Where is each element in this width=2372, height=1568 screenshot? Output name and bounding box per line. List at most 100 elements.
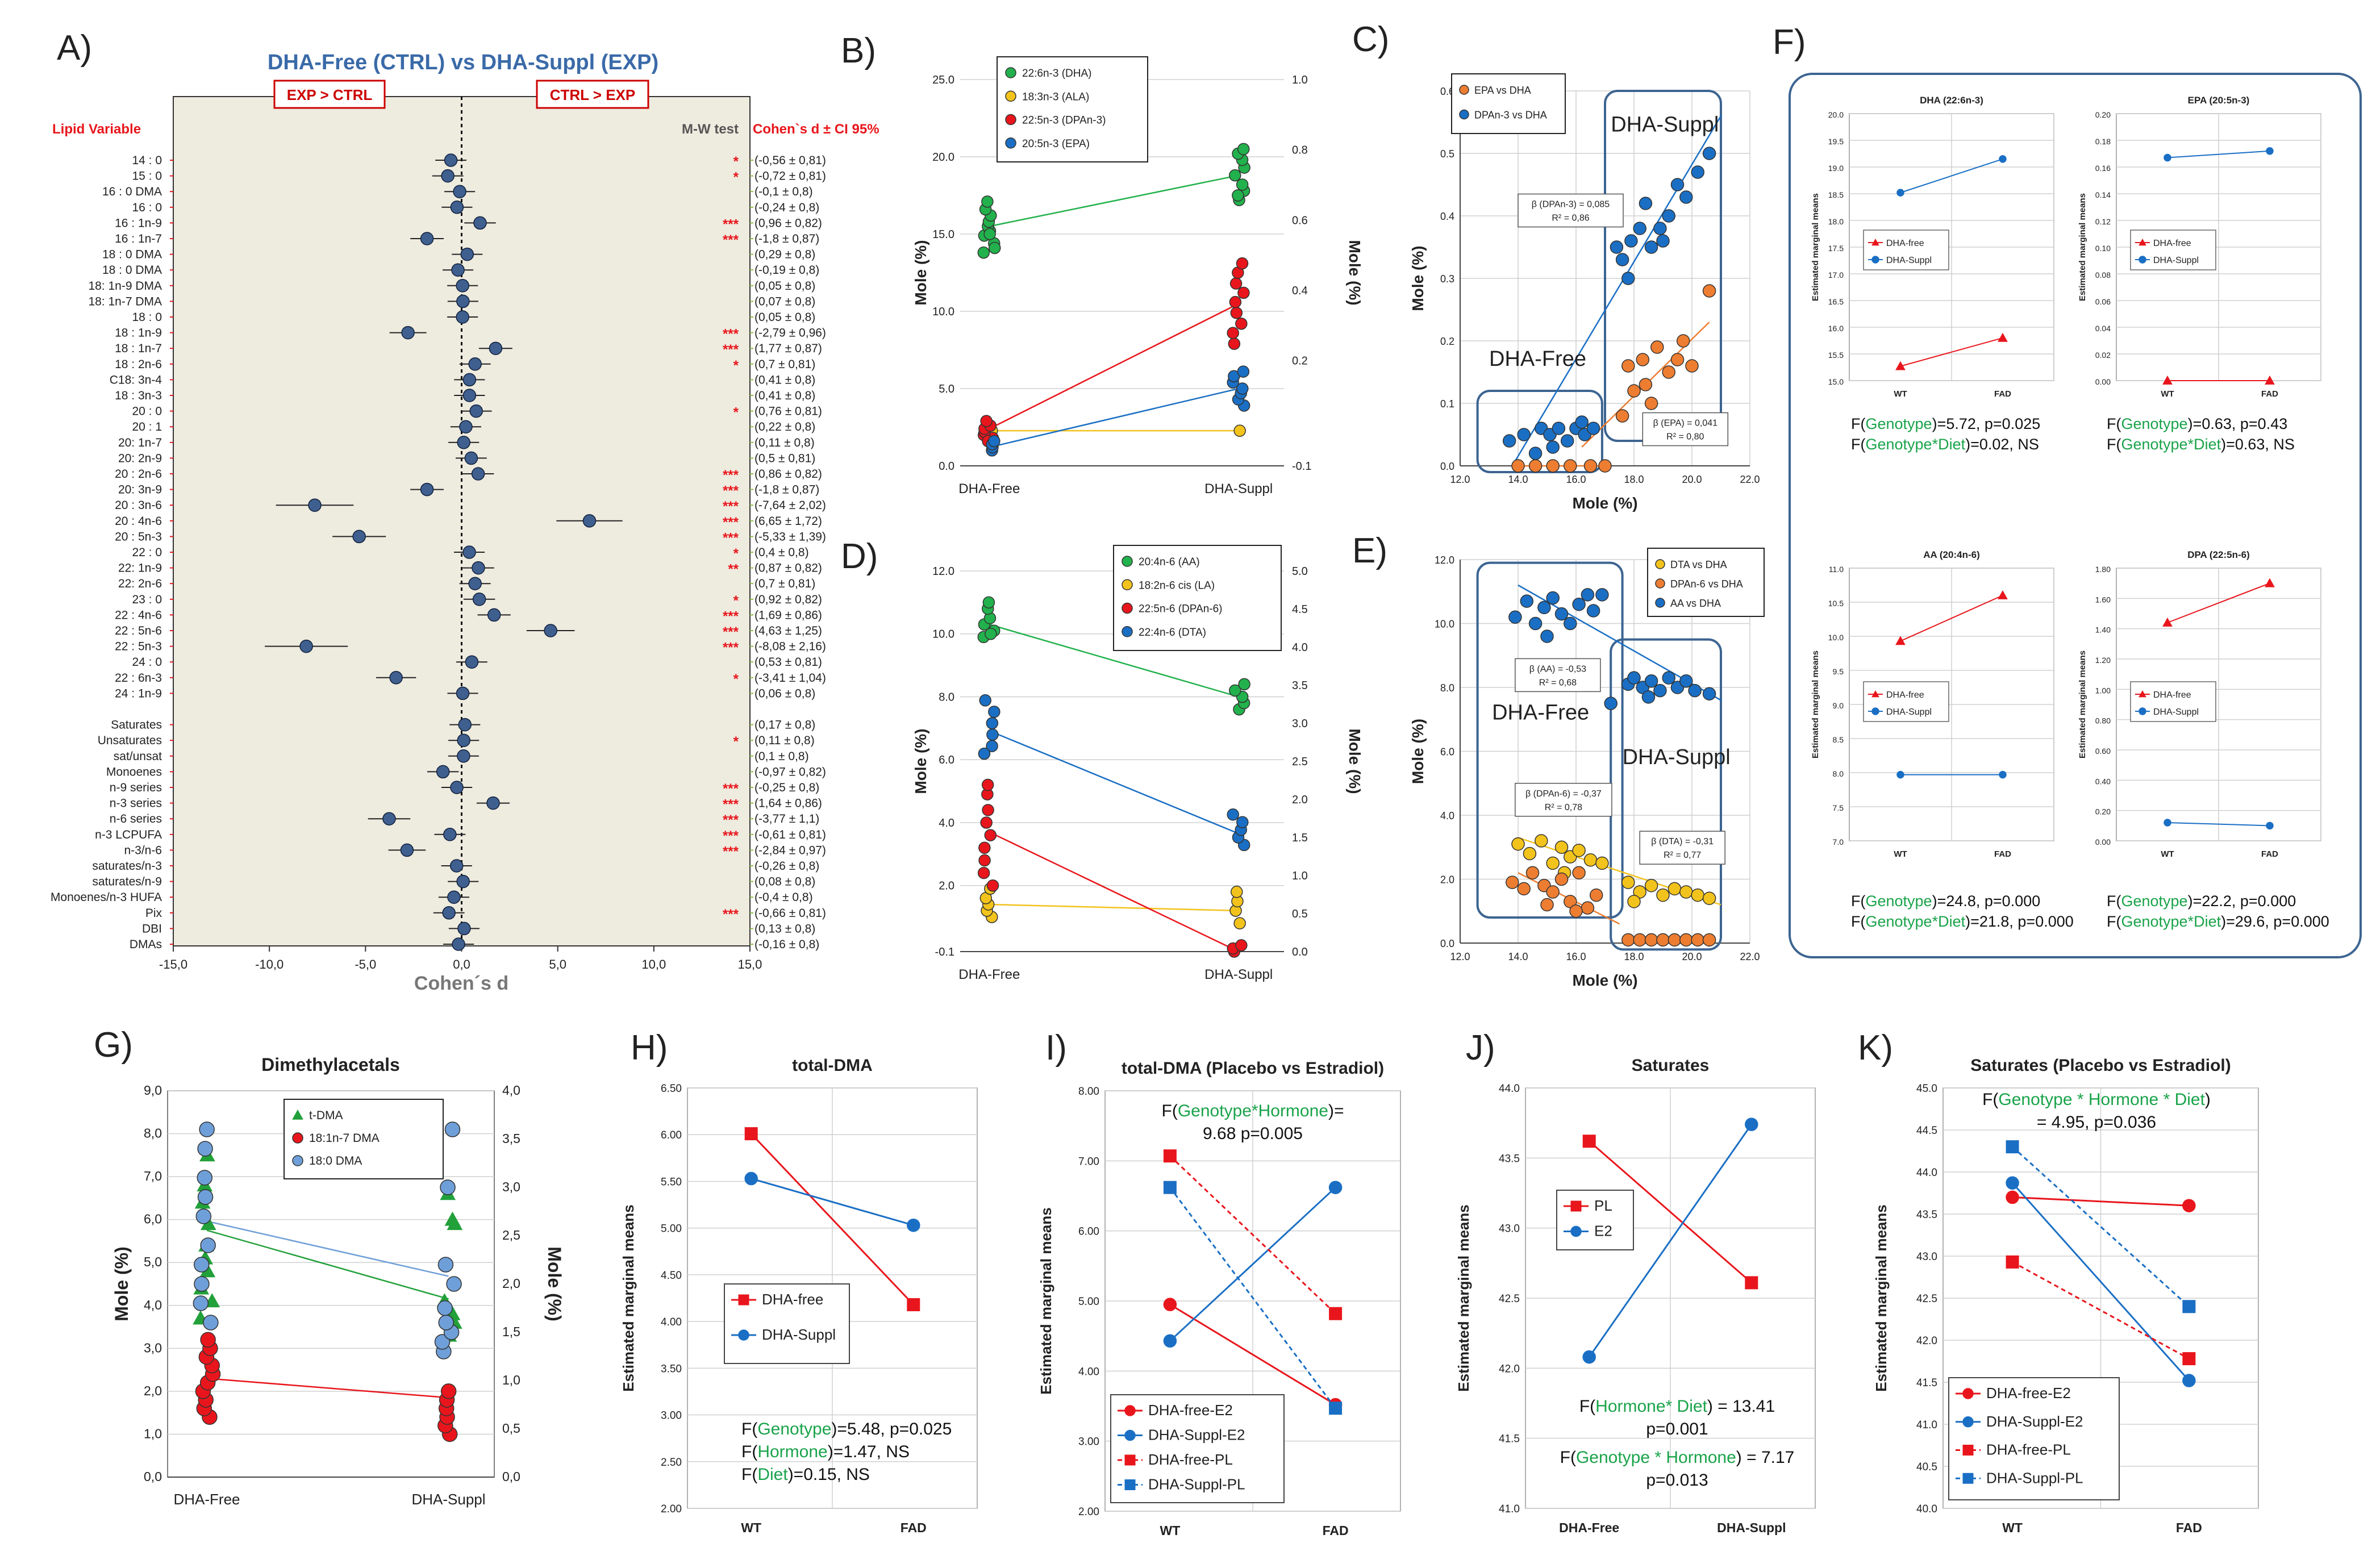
- category-label: DHA-Suppl: [1204, 481, 1273, 497]
- y-axis-tick-label: 5.00: [661, 1223, 682, 1235]
- data-point-20:4n-6 (AA): [1238, 678, 1250, 691]
- data-point-DHA-Suppl: [1999, 770, 2007, 779]
- subplot-title: AA (20:4n-6): [1923, 549, 1980, 560]
- legend-marker: [1962, 1388, 1974, 1399]
- secondary-y-tick-label: 4,0: [502, 1083, 520, 1098]
- data-point-18:1n-7 DMA: [440, 1383, 457, 1399]
- secondary-y-tick-label: 1.0: [1292, 74, 1308, 86]
- header-right-box: [536, 80, 649, 109]
- panel-letter-J: J): [1466, 1028, 1495, 1067]
- secondary-y-axis-label: Mole (%): [1346, 728, 1364, 794]
- subplot-y-tick-label: 16.0: [1828, 324, 1844, 333]
- y-axis-tick-label: -0.1: [935, 946, 954, 958]
- data-point-DTA: [1644, 879, 1658, 893]
- anova-stat-1-part: Genotype: [2121, 415, 2187, 432]
- y-axis-tick-label: 3.50: [661, 1363, 682, 1375]
- effect-point: [420, 232, 434, 245]
- data-point-DPAn-6: [1506, 875, 1519, 889]
- data-point-EPA: [1621, 359, 1635, 373]
- data-point-DHA-Suppl-E2: [2006, 1176, 2019, 1190]
- legend-marker: [2138, 707, 2146, 715]
- data-point-AA: [1537, 600, 1551, 615]
- anova-stat-2-part: )=21.8, p=0.000: [1965, 913, 2074, 930]
- anova-stat-part: F(: [741, 1465, 757, 1484]
- variable-label: 24 : 1n-9: [115, 687, 162, 700]
- data-point-DTA: [1546, 856, 1560, 870]
- y-axis-tick-label: 41.5: [1916, 1377, 1937, 1389]
- y-axis-tick-label: 3.00: [661, 1410, 682, 1422]
- variable-label: 14 : 0: [132, 154, 162, 167]
- effect-point: [352, 529, 366, 544]
- data-point-DPAn-6: [1572, 866, 1586, 879]
- legend-marker: [292, 1155, 303, 1166]
- y-axis-tick-label: 3,0: [144, 1340, 162, 1355]
- data-point-DPA: [1615, 253, 1629, 266]
- y-axis-tick-label: 2,0: [144, 1383, 162, 1398]
- data-point-22:5n-6 (DPAn-6): [978, 854, 991, 867]
- group-outline: [1476, 561, 1624, 919]
- secondary-y-axis-label: Mole (%): [1346, 240, 1364, 305]
- legend-label: 18:3n-3 (ALA): [1022, 91, 1089, 103]
- legend-box: [1110, 1394, 1285, 1503]
- chart-title: Dimethylacetals: [261, 1054, 400, 1075]
- data-point-DPA: [1633, 222, 1646, 235]
- data-point-AA: [1554, 607, 1569, 621]
- data-point-18:0 DMA: [195, 1208, 212, 1224]
- effect-point: [472, 593, 486, 606]
- cohens-d-value: (0,13 ± 0,8): [754, 922, 815, 935]
- legend-marker: [1122, 626, 1133, 637]
- effect-point: [450, 201, 464, 214]
- y-axis-tick-label: 40.0: [1916, 1503, 1937, 1515]
- data-point-E2: [1745, 1117, 1758, 1131]
- effect-point: [487, 608, 501, 622]
- data-point-DHA-free: [2265, 375, 2275, 385]
- y-axis-tick-label: 43.0: [1916, 1251, 1937, 1263]
- panel-letter-G: G): [94, 1025, 133, 1065]
- variable-label: 20: 1n-7: [118, 436, 162, 449]
- data-point-AA: [1508, 610, 1522, 624]
- anova-stat-1-part: )=5.72, p=0.025: [1932, 415, 2041, 432]
- data-point-EPA: [1564, 459, 1577, 473]
- data-point-DHA-Suppl: [744, 1171, 758, 1186]
- cohens-d-value: (0,41 ± 0,8): [754, 389, 815, 402]
- anova-stat-part: Genotype*Hormone: [1178, 1102, 1328, 1120]
- legend-marker: [2138, 256, 2146, 264]
- data-point-PL: [1745, 1276, 1758, 1290]
- y-axis-label: Estimated marginal means: [1037, 1207, 1054, 1394]
- x-tick-label: -5,0: [355, 957, 376, 971]
- mw-significance: *: [733, 405, 739, 420]
- effect-point: [468, 357, 482, 371]
- subplot-y-tick-label: 19.0: [1828, 164, 1844, 173]
- y-axis-tick-label: 42.0: [1916, 1335, 1937, 1347]
- cohens-d-value: (-0,26 ± 0,8): [754, 860, 819, 873]
- effect-point: [420, 482, 434, 497]
- cohens-d-value: (0,53 ± 0,81): [754, 656, 822, 669]
- cohens-d-value: (-0,56 ± 0,81): [754, 154, 826, 167]
- data-point-18:0 DMA: [194, 1276, 210, 1292]
- mw-significance: *: [733, 546, 739, 561]
- y-axis-tick-label: 8.00: [1078, 1086, 1099, 1098]
- cohens-d-value: (0,22 ± 0,8): [754, 420, 815, 433]
- secondary-y-tick-label: 1.0: [1292, 870, 1308, 882]
- data-point-AA: [1662, 671, 1675, 685]
- category-label: WT: [2002, 1520, 2023, 1535]
- series-line: [1169, 1155, 1336, 1315]
- y-axis-tick-label: 42.5: [1499, 1293, 1520, 1305]
- effect-point: [456, 686, 470, 700]
- legend-label: DHA-free-PL: [1148, 1451, 1233, 1468]
- y-axis-tick-label: 25.0: [932, 74, 954, 86]
- variable-label: 16 : 1n-9: [115, 216, 162, 230]
- data-point-18:0 DMA: [437, 1257, 454, 1273]
- legend-marker: [2138, 238, 2146, 246]
- cohens-d-value: (0,7 ± 0,81): [754, 577, 815, 590]
- data-point-22:6n-3 (DHA): [983, 228, 996, 240]
- mw-significance: ***: [723, 327, 739, 342]
- secondary-y-axis-label: Mole (%): [544, 1246, 565, 1321]
- y-axis-label: Mole (%): [111, 1246, 132, 1321]
- subplot-y-axis-label: Estimated marginal means: [2078, 650, 2087, 758]
- mw-significance: ***: [723, 216, 739, 232]
- data-point-DPAn-6: [1546, 885, 1560, 899]
- data-point-22:5n-6 (DPAn-6): [986, 879, 999, 892]
- variable-label: 18 : 1n-9: [115, 327, 162, 340]
